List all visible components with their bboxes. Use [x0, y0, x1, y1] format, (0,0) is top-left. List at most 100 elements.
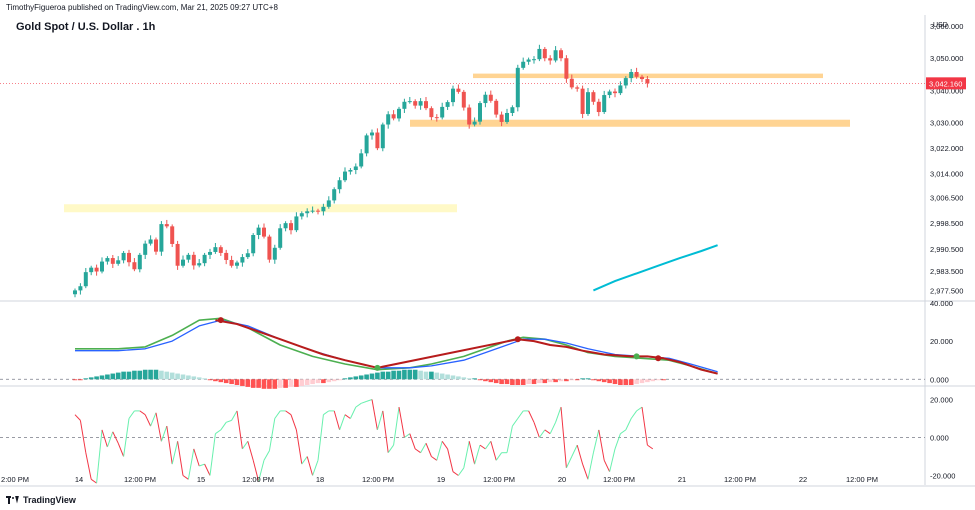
time-tick-label: 12:00 PM — [603, 475, 635, 484]
oscillator-segment — [231, 410, 238, 421]
candle-body — [197, 263, 202, 266]
oscillator-tick-label: 0.000 — [930, 375, 949, 384]
candle-body — [110, 258, 115, 264]
oscillator-segment — [495, 452, 503, 461]
histogram-bar — [477, 379, 483, 381]
support-resistance-zones — [0, 73, 925, 213]
histogram-bar — [218, 379, 224, 383]
histogram-bar — [456, 376, 461, 380]
oscillator-segment — [177, 441, 184, 476]
time-tick-label: 20 — [558, 475, 566, 484]
candle-body — [634, 72, 639, 77]
candle-body — [283, 223, 288, 229]
candle-body — [213, 247, 218, 252]
oscillator-segment — [301, 456, 308, 465]
oscillator-segment — [226, 419, 232, 423]
histogram-bar — [493, 379, 499, 384]
candle-body — [505, 112, 509, 122]
candle-body — [521, 61, 526, 68]
oscillator-segment — [425, 443, 432, 457]
candle-body — [645, 79, 650, 84]
oscillator-segment — [333, 410, 341, 431]
candle-body — [391, 114, 396, 119]
candle-body — [532, 59, 536, 61]
last-price-tag — [926, 77, 966, 90]
histogram-bar — [304, 379, 310, 385]
oscillator-segment — [528, 410, 535, 423]
histogram-bar — [407, 369, 413, 380]
oscillator-segment — [349, 406, 357, 419]
oscillator-segment — [544, 429, 551, 435]
tradingview-logo[interactable]: TradingView — [6, 495, 76, 505]
oscillator-segment — [160, 425, 168, 442]
oscillator-segment — [220, 422, 227, 431]
oscillator-segment — [241, 441, 249, 450]
histogram-bar — [169, 372, 175, 380]
histogram-bar — [132, 370, 137, 380]
candle-body — [629, 72, 634, 79]
histogram-bar — [499, 379, 504, 385]
histogram-bar — [601, 379, 607, 383]
oscillator-segment — [565, 456, 573, 469]
histogram-bar — [510, 379, 515, 385]
candle-body — [613, 91, 617, 94]
oscillator-segment — [614, 433, 621, 450]
histogram-bar — [364, 374, 369, 380]
oscillator-segment — [376, 410, 384, 431]
oscillator-segment — [150, 412, 157, 427]
candle-body — [526, 59, 531, 62]
support-zone — [410, 119, 850, 127]
oscillator-segment — [409, 433, 416, 450]
oscillator-segment — [344, 414, 351, 419]
time-tick-label: 12:00 PM — [242, 475, 274, 484]
histogram-bar — [164, 371, 170, 380]
candle-body — [623, 78, 628, 86]
histogram-bar — [569, 379, 575, 381]
candle-body — [434, 117, 439, 119]
candle-body — [127, 252, 131, 263]
histogram-bar — [661, 379, 666, 381]
histogram-bar — [639, 379, 645, 384]
histogram-bar — [121, 371, 126, 380]
cross-marker — [374, 364, 381, 371]
histogram-bar — [596, 379, 602, 382]
oscillator-segment — [123, 418, 130, 457]
histogram-bar — [250, 379, 256, 388]
candle-body — [564, 58, 569, 79]
candle-body — [586, 92, 590, 114]
histogram-bar — [294, 379, 299, 387]
oscillator-segment — [382, 410, 389, 453]
chart-title: Gold Spot / U.S. Dollar . 1h — [16, 21, 156, 33]
candle-body — [510, 107, 515, 113]
histogram-bar — [353, 376, 359, 380]
oscillator-segment — [571, 444, 578, 457]
candle-body — [245, 253, 250, 258]
oscillator-segment — [598, 429, 605, 461]
candle-body — [397, 108, 401, 119]
histogram-bar — [531, 379, 537, 385]
histogram-bar — [213, 379, 218, 382]
histogram-bar — [402, 369, 407, 380]
oscillator-segment — [609, 448, 616, 472]
oscillator-segment — [106, 431, 114, 448]
resistance-zone — [473, 73, 823, 79]
histogram-bar — [483, 379, 488, 382]
lower-demand-zone — [64, 204, 457, 213]
candle-body — [472, 121, 477, 125]
candle-body — [240, 257, 245, 263]
candle-body — [343, 171, 347, 181]
oscillator-segment — [538, 429, 546, 438]
candle-body — [375, 132, 380, 149]
histogram-bar — [310, 379, 315, 385]
histogram-bar — [466, 378, 472, 380]
candle-body — [132, 262, 137, 270]
cross-marker — [655, 355, 662, 362]
candle-body — [272, 247, 277, 260]
candle-body — [618, 85, 623, 94]
candle-body — [305, 211, 310, 214]
oscillator-segment — [215, 429, 222, 435]
histogram-bar — [272, 379, 278, 389]
candle-body — [181, 259, 185, 266]
oscillator-segment — [555, 406, 562, 423]
candle-body — [591, 92, 596, 102]
